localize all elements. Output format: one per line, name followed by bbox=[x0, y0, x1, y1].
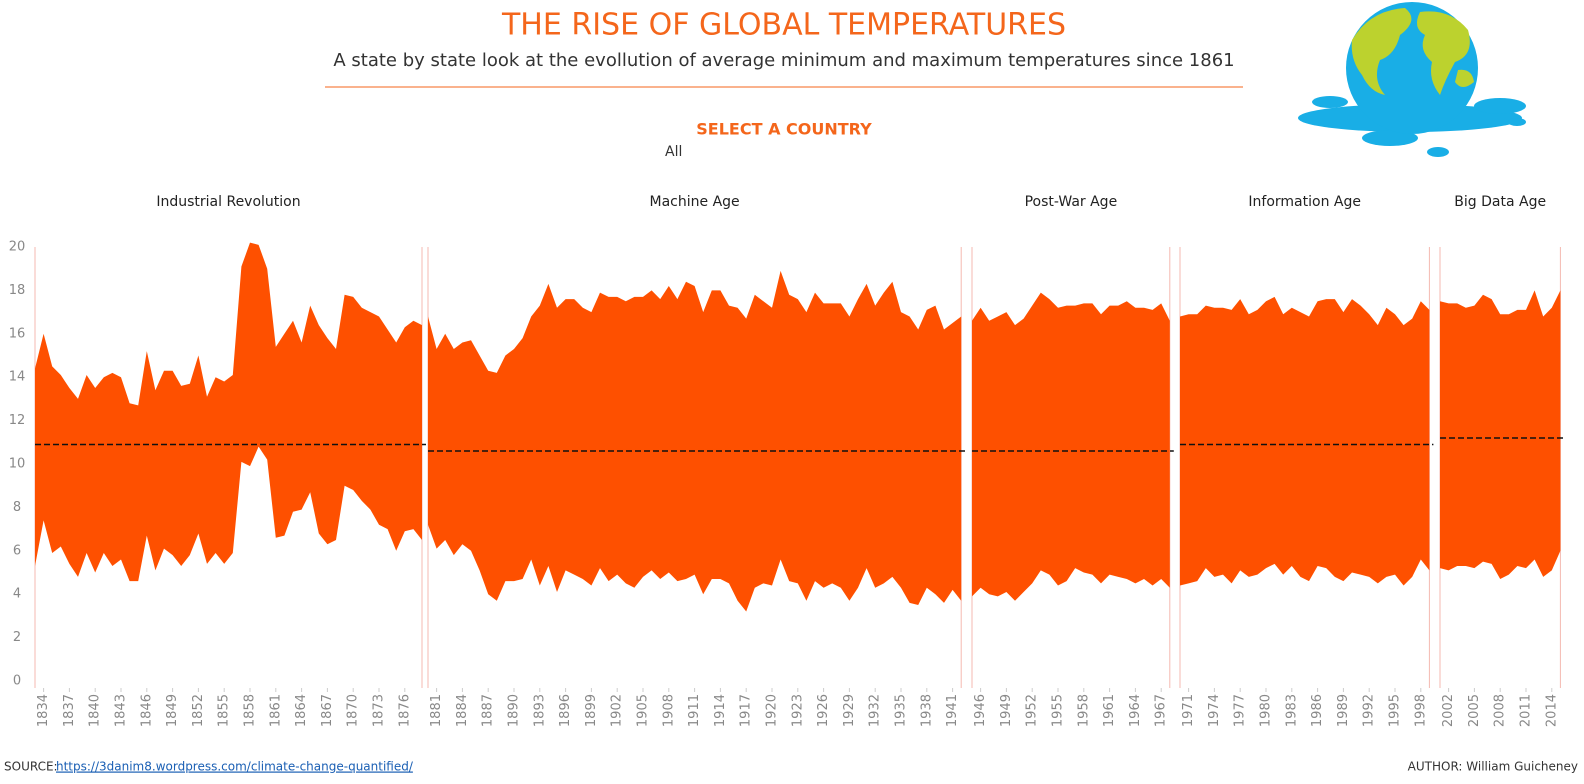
x-tick-label: 1899 bbox=[584, 694, 599, 727]
x-tick-label: 1952 bbox=[1025, 694, 1040, 727]
x-tick-label: 1977 bbox=[1233, 694, 1248, 727]
x-tick-label: 1983 bbox=[1284, 694, 1299, 727]
title: THE RISE OF GLOBAL TEMPERATURES bbox=[501, 8, 1066, 43]
panel-title: Big Data Age bbox=[1454, 194, 1546, 210]
x-tick-label: 1967 bbox=[1154, 694, 1169, 727]
temperature-range bbox=[428, 270, 962, 612]
x-tick-label: 1923 bbox=[790, 694, 805, 727]
y-tick-label: 4 bbox=[13, 587, 21, 602]
x-tick-label: 1873 bbox=[372, 694, 387, 727]
y-tick-label: 20 bbox=[9, 240, 26, 255]
author: AUTHOR: William Guicheney bbox=[1408, 760, 1578, 774]
x-tick-label: 1834 bbox=[36, 694, 51, 727]
x-tick-label: 1986 bbox=[1310, 694, 1325, 727]
x-tick-label: 1917 bbox=[739, 694, 754, 727]
x-tick-label: 1932 bbox=[868, 694, 883, 727]
x-tick-label: 1974 bbox=[1207, 694, 1222, 727]
x-tick-label: 1858 bbox=[243, 694, 258, 727]
x-tick-label: 1920 bbox=[765, 694, 780, 727]
x-tick-label: 1911 bbox=[687, 694, 702, 727]
y-tick-label: 18 bbox=[9, 283, 26, 298]
x-tick-label: 1964 bbox=[1128, 694, 1143, 727]
x-tick-label: 1837 bbox=[62, 694, 77, 727]
x-tick-label: 1843 bbox=[114, 694, 129, 727]
y-tick-label: 0 bbox=[13, 674, 21, 689]
x-tick-label: 1980 bbox=[1259, 694, 1274, 727]
panel-title: Industrial Revolution bbox=[156, 194, 300, 210]
x-tick-label: 1852 bbox=[191, 694, 206, 727]
temperature-range bbox=[972, 292, 1170, 601]
panel-title: Machine Age bbox=[650, 194, 740, 210]
source-label: SOURCE: bbox=[4, 760, 58, 774]
x-tick-label: 1876 bbox=[397, 694, 412, 727]
x-tick-label: 1867 bbox=[320, 694, 335, 727]
x-tick-label: 1938 bbox=[919, 694, 934, 727]
x-tick-label: 1855 bbox=[217, 694, 232, 727]
y-tick-label: 10 bbox=[9, 457, 26, 472]
filter-label: SELECT A COUNTRY bbox=[696, 120, 872, 139]
x-tick-label: 1941 bbox=[945, 694, 960, 727]
x-tick-label: 1887 bbox=[481, 694, 496, 727]
x-tick-label: 1949 bbox=[999, 694, 1014, 727]
x-tick-label: 1840 bbox=[88, 694, 103, 727]
x-tick-label: 1890 bbox=[507, 694, 522, 727]
melting-globe bbox=[1298, 2, 1526, 157]
x-tick-label: 2008 bbox=[1493, 694, 1508, 727]
temperature-range bbox=[35, 242, 422, 582]
subtitle: A state by state look at the evollution … bbox=[333, 50, 1234, 71]
x-tick-label: 1861 bbox=[268, 694, 283, 727]
x-tick-label: 1971 bbox=[1181, 694, 1196, 727]
x-tick-label: 1955 bbox=[1051, 694, 1066, 727]
x-tick-label: 2011 bbox=[1519, 694, 1534, 727]
filter-value[interactable]: All bbox=[665, 144, 682, 160]
x-tick-label: 2002 bbox=[1441, 694, 1456, 727]
x-tick-label: 1946 bbox=[973, 694, 988, 727]
x-tick-label: 1914 bbox=[713, 694, 728, 727]
x-tick-label: 1908 bbox=[661, 694, 676, 727]
x-tick-label: 1961 bbox=[1102, 694, 1117, 727]
x-tick-label: 1902 bbox=[610, 694, 625, 727]
x-tick-label: 1884 bbox=[455, 694, 470, 727]
x-tick-label: 2005 bbox=[1467, 694, 1482, 727]
x-tick-label: 1881 bbox=[429, 694, 444, 727]
x-tick-label: 1870 bbox=[346, 694, 361, 727]
x-tick-label: 1905 bbox=[636, 694, 651, 727]
y-tick-label: 16 bbox=[9, 326, 26, 341]
x-tick-label: 1995 bbox=[1388, 694, 1403, 727]
x-tick-label: 1992 bbox=[1362, 694, 1377, 727]
x-tick-label: 1896 bbox=[558, 694, 573, 727]
x-tick-label: 2014 bbox=[1544, 694, 1559, 727]
panel-title: Post-War Age bbox=[1025, 194, 1118, 210]
x-tick-label: 1849 bbox=[165, 694, 180, 727]
source-link[interactable]: https://3danim8.wordpress.com/climate-ch… bbox=[56, 760, 414, 774]
x-tick-label: 1864 bbox=[294, 694, 309, 727]
x-tick-label: 1926 bbox=[816, 694, 831, 727]
y-tick-label: 2 bbox=[13, 630, 21, 645]
panel-title: Information Age bbox=[1248, 194, 1361, 210]
x-tick-label: 1958 bbox=[1076, 694, 1091, 727]
x-tick-label: 1929 bbox=[842, 694, 857, 727]
y-tick-label: 12 bbox=[9, 413, 26, 428]
x-tick-label: 1989 bbox=[1336, 694, 1351, 727]
x-tick-label: 1998 bbox=[1413, 694, 1428, 727]
temperature-range bbox=[1440, 290, 1561, 580]
temperature-range bbox=[1180, 296, 1430, 586]
x-tick-label: 1893 bbox=[532, 694, 547, 727]
x-tick-label: 1846 bbox=[139, 694, 154, 727]
y-tick-label: 8 bbox=[13, 500, 21, 515]
y-tick-label: 6 bbox=[13, 543, 21, 558]
y-tick-label: 14 bbox=[9, 370, 26, 385]
x-tick-label: 1935 bbox=[894, 694, 909, 727]
